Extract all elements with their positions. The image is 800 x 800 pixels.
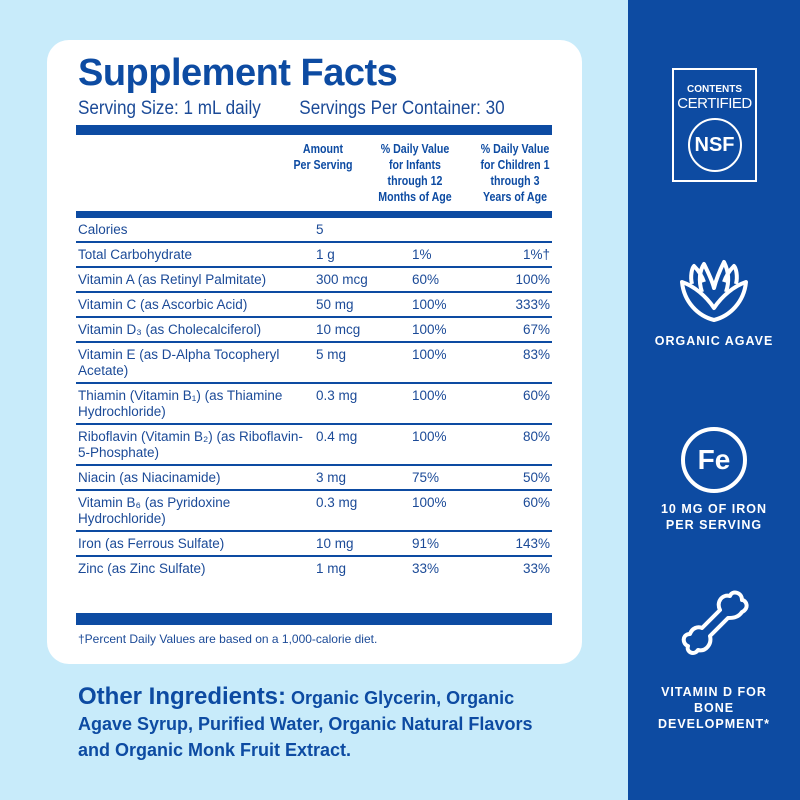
iron-icon: Fe [681,427,747,493]
dv-infants: 100% [410,342,480,384]
dv-infants: 100% [410,317,480,343]
table-row: Riboflavin (Vitamin B₂) (as Riboflavin-5… [76,424,552,466]
amount-per-serving: 50 mg [314,292,410,318]
table-row: Vitamin E (as D-Alpha Tocopheryl Acetate… [76,342,552,384]
dv-infants: 100% [410,424,480,466]
header-divider [76,211,552,218]
dv-infants: 33% [412,561,440,576]
nutrient-name: Zinc (as Zinc Sulfate) [78,561,206,576]
nutrient-name: Vitamin B₆ (as Pyridoxine Hydrochloride) [76,490,314,532]
dv-infants [410,218,480,243]
nsf-certified-text: CERTIFIED [677,95,752,112]
feature-panel: CONTENTS CERTIFIED NSF ORGANIC AGAVE Fe … [628,0,800,800]
amount-per-serving: 0.4 mg [314,424,410,466]
footnote: †Percent Daily Values are based on a 1,0… [78,632,378,646]
other-ingredients: Other Ingredients: Organic Glycerin, Org… [78,684,558,763]
dv-infants: 1% [410,242,480,268]
dv-infants: 100% [410,490,480,532]
nutrient-name: Vitamin E (as D-Alpha Tocopheryl Acetate… [76,342,314,384]
dv-children: 60% [480,383,552,425]
nutrient-name: Vitamin C (as Ascorbic Acid) [76,292,314,318]
nutrient-name: Thiamin (Vitamin B₁) (as Thiamine Hydroc… [76,383,314,425]
nsf-logo-icon: NSF [687,118,742,172]
dv-children: 80% [480,424,552,466]
table-row: Vitamin C (as Ascorbic Acid) 50 mg 100% 333… [76,292,552,318]
nutrient-table: Calories 5 Total Carbohydrate 1 g 1% 1%† Vitam… [76,218,552,580]
other-ingredients-label: Other Ingredients: [78,683,287,710]
amount-per-serving: 0.3 mg [314,383,410,425]
dv-children: 33% [522,561,550,576]
dv-infants: 75% [410,465,480,491]
dv-children: 83% [480,342,552,384]
dv-infants: 100% [410,383,480,425]
dv-children: 100% [480,267,552,293]
dv-infants: 60% [410,267,480,293]
header-infants: % Daily Value for Infants through 12 Mon… [378,142,452,204]
nutrient-name: Iron (as Ferrous Sulfate) [76,531,314,557]
amount-per-serving: 5 mg [314,342,410,384]
table-row: Niacin (as Niacinamide) 3 mg 75% 50% [76,465,552,491]
dv-children: 50% [480,465,552,491]
amount-per-serving: 3 mg [314,465,410,491]
amount-per-serving: 1 mg [316,561,347,576]
header-amount: Amount Per Serving [293,142,353,172]
table-row: Zinc (as Zinc Sulfate) 1 mg 33% 33% [76,556,552,580]
amount-per-serving: 5 [314,218,410,243]
dv-infants: 100% [410,292,480,318]
bottom-divider [76,613,552,625]
nutrient-name: Vitamin D₃ (as Cholecalciferol) [76,317,314,343]
serving-info: Serving Size: 1 mL daily Servings Per Co… [78,98,505,120]
other-ingredients-text: Organic Glycerin, Organic Agave Syrup, P… [78,688,533,760]
dv-children: 143% [480,531,552,557]
dv-children: 67% [480,317,552,343]
serving-size: Serving Size: 1 mL daily [78,98,261,119]
table-row: Vitamin B₆ (as Pyridoxine Hydrochloride)… [76,490,552,532]
bone-icon [681,590,749,655]
table-row: Thiamin (Vitamin B₁) (as Thiamine Hydroc… [76,383,552,425]
nsf-badge: CONTENTS CERTIFIED NSF [672,68,757,182]
table-row: Total Carbohydrate 1 g 1% 1%† [76,242,552,268]
table-row: Iron (as Ferrous Sulfate) 10 mg 91% 143% [76,531,552,557]
header-children: % Daily Value for Children 1 through 3 Y… [480,142,550,204]
amount-per-serving: 10 mg [314,531,410,557]
nutrient-name: Vitamin A (as Retinyl Palmitate) [76,267,314,293]
dv-children: 60% [480,490,552,532]
dv-children [480,218,552,243]
organic-agave-label: ORGANIC AGAVE [654,334,774,348]
servings-per-container: Servings Per Container: 30 [299,98,505,119]
table-row: Calories 5 [76,218,552,243]
table-row: Vitamin D₃ (as Cholecalciferol) 10 mcg 100… [76,317,552,343]
dv-infants: 91% [410,531,480,557]
dv-children: 1%† [480,242,552,268]
table-row: Vitamin A (as Retinyl Palmitate) 300 mcg 6… [76,267,552,293]
iron-label: 10 MG OF IRON PER SERVING [660,502,768,532]
nsf-contents-text: CONTENTS [687,84,742,95]
nutrient-name: Niacin (as Niacinamide) [76,465,314,491]
vitamin-d-label: VITAMIN D FOR BONE DEVELOPMENT* [657,685,770,731]
amount-per-serving: 1 g [314,242,410,268]
nutrient-name: Riboflavin (Vitamin B₂) (as Riboflavin-5… [76,424,314,466]
page-title: Supplement Facts [78,52,398,94]
dv-children: 333% [480,292,552,318]
agave-icon [680,260,748,322]
amount-per-serving: 10 mcg [314,317,410,343]
top-divider [76,125,552,135]
amount-per-serving: 300 mcg [314,267,410,293]
nutrient-name: Calories [76,218,314,243]
amount-per-serving: 0.3 mg [314,490,410,532]
nutrient-name: Total Carbohydrate [76,242,314,268]
